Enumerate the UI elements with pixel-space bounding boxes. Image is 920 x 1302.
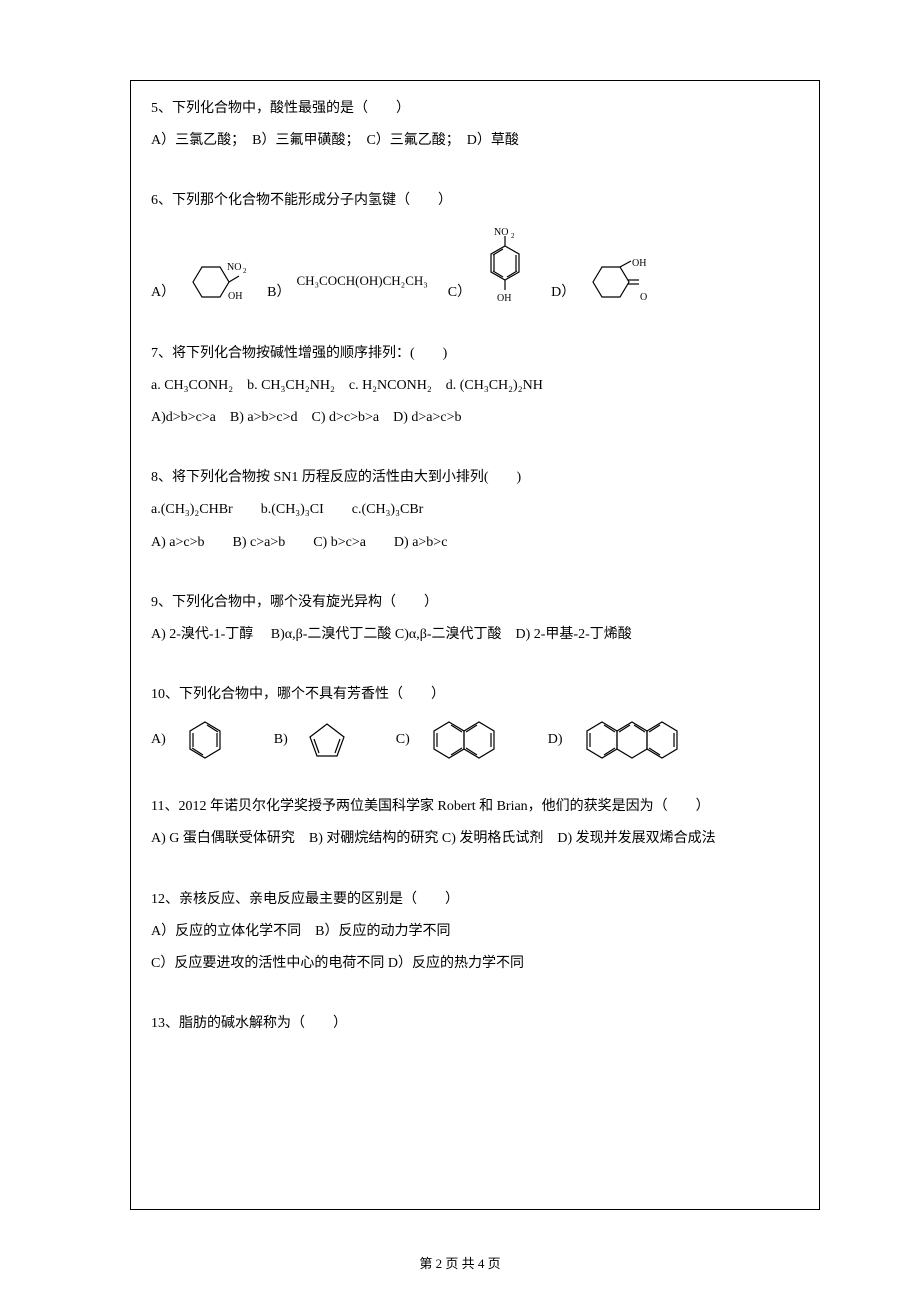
question-12: 12、亲核反应、亲电反应最主要的区别是（ ） A）反应的立体化学不同 B）反应的… <box>151 884 799 981</box>
q8-items: a.(CH₃)₂CHBr b.(CH₃)₃CI c.(CH₃)₃CBr <box>151 494 799 526</box>
q7-stem: 7、将下列化合物按碱性增强的顺序排列：( ) <box>151 338 799 370</box>
q12-line1: A）反应的立体化学不同 B）反应的动力学不同 <box>151 916 799 948</box>
q10-opt-a-label: A) <box>151 724 166 756</box>
benzene-icon <box>182 717 228 763</box>
q12-line2: C）反应要进攻的活性中心的电荷不同 D）反应的热力学不同 <box>151 948 799 980</box>
q10-opt-d-label: D) <box>548 724 563 756</box>
question-11: 11、2012 年诺贝尔化学奖授予两位美国科学家 Robert 和 Brian，… <box>151 791 799 855</box>
svg-text:2: 2 <box>511 232 515 240</box>
q5-options: A）三氯乙酸； B）三氟甲磺酸； C）三氟乙酸； D）草酸 <box>151 125 799 157</box>
page: 5、下列化合物中，酸性最强的是（ ） A）三氯乙酸； B）三氟甲磺酸； C）三氟… <box>0 0 920 1302</box>
q6-opt-a-label: A） <box>151 277 175 309</box>
q12-stem: 12、亲核反应、亲电反应最主要的区别是（ ） <box>151 884 799 916</box>
question-10: 10、下列化合物中，哪个不具有芳香性（ ） A) B) C) <box>151 679 799 763</box>
question-6: 6、下列那个化合物不能形成分子内氢键（ ） A） NO 2 OH B） CH₃C… <box>151 185 799 309</box>
q9-stem: 9、下列化合物中，哪个没有旋光异构（ ） <box>151 587 799 619</box>
q13-stem: 13、脂肪的碱水解称为（ ） <box>151 1008 799 1040</box>
q10-opt-c-label: C) <box>396 724 410 756</box>
q6-options-row: A） NO 2 OH B） CH₃COCH(OH)CH₂CH₃ C） <box>151 224 799 310</box>
q6-opt-b-label: B） <box>267 277 290 309</box>
svg-text:NO: NO <box>494 227 508 238</box>
q6-stem: 6、下列那个化合物不能形成分子内氢键（ ） <box>151 185 799 217</box>
svg-text:OH: OH <box>497 293 511 304</box>
svg-text:NO: NO <box>227 262 241 273</box>
page-footer: 第 2 页 共 4 页 <box>0 1253 920 1272</box>
question-13: 13、脂肪的碱水解称为（ ） <box>151 1008 799 1040</box>
q9-options: A) 2-溴代-1-丁醇 B)α,β-二溴代丁二酸 C)α,β-二溴代丁酸 D)… <box>151 619 799 651</box>
svg-text:OH: OH <box>632 258 646 269</box>
q6-opt-b-formula: CH₃COCH(OH)CH₂CH₃ <box>296 266 427 310</box>
anthracene-icon <box>579 717 687 763</box>
cyclopentadiene-icon <box>304 718 350 762</box>
q11-stem: 11、2012 年诺贝尔化学奖授予两位美国科学家 Robert 和 Brian，… <box>151 791 799 823</box>
cyclohexane-no2-oh-icon: NO 2 OH <box>181 254 251 310</box>
question-8: 8、将下列化合物按 SN1 历程反应的活性由大到小排列( ) a.(CH₃)₂C… <box>151 462 799 559</box>
question-9: 9、下列化合物中，哪个没有旋光异构（ ） A) 2-溴代-1-丁醇 B)α,β-… <box>151 587 799 651</box>
svg-text:O: O <box>640 292 647 303</box>
q6-opt-c-label: C） <box>448 277 471 309</box>
q6-opt-d-label: D） <box>551 277 575 309</box>
naphthalene-icon <box>426 717 502 763</box>
question-5: 5、下列化合物中，酸性最强的是（ ） A）三氯乙酸； B）三氟甲磺酸； C）三氟… <box>151 93 799 157</box>
para-nitrophenol-icon: NO 2 OH <box>477 224 533 310</box>
q10-options-row: A) B) C) <box>151 717 799 763</box>
q10-opt-b-label: B) <box>274 724 288 756</box>
content-frame: 5、下列化合物中，酸性最强的是（ ） A）三氯乙酸； B）三氟甲磺酸； C）三氟… <box>130 80 820 1210</box>
q7-items: a. CH₃CONH₂ b. CH₃CH₂NH₂ c. H₂NCONH₂ d. … <box>151 370 799 402</box>
cyclohexanone-oh-icon: OH O <box>581 254 653 310</box>
svg-text:2: 2 <box>243 267 247 275</box>
q8-stem: 8、将下列化合物按 SN1 历程反应的活性由大到小排列( ) <box>151 462 799 494</box>
svg-text:OH: OH <box>228 291 242 302</box>
q7-options: A)d>b>c>a B) a>b>c>d C) d>c>b>a D) d>a>c… <box>151 402 799 434</box>
q11-options: A) G 蛋白偶联受体研究 B) 对硼烷结构的研究 C) 发明格氏试剂 D) 发… <box>151 823 799 855</box>
question-7: 7、将下列化合物按碱性增强的顺序排列：( ) a. CH₃CONH₂ b. CH… <box>151 338 799 435</box>
q5-stem: 5、下列化合物中，酸性最强的是（ ） <box>151 93 799 125</box>
q10-stem: 10、下列化合物中，哪个不具有芳香性（ ） <box>151 679 799 711</box>
q8-options: A) a>c>b B) c>a>b C) b>c>a D) a>b>c <box>151 527 799 559</box>
